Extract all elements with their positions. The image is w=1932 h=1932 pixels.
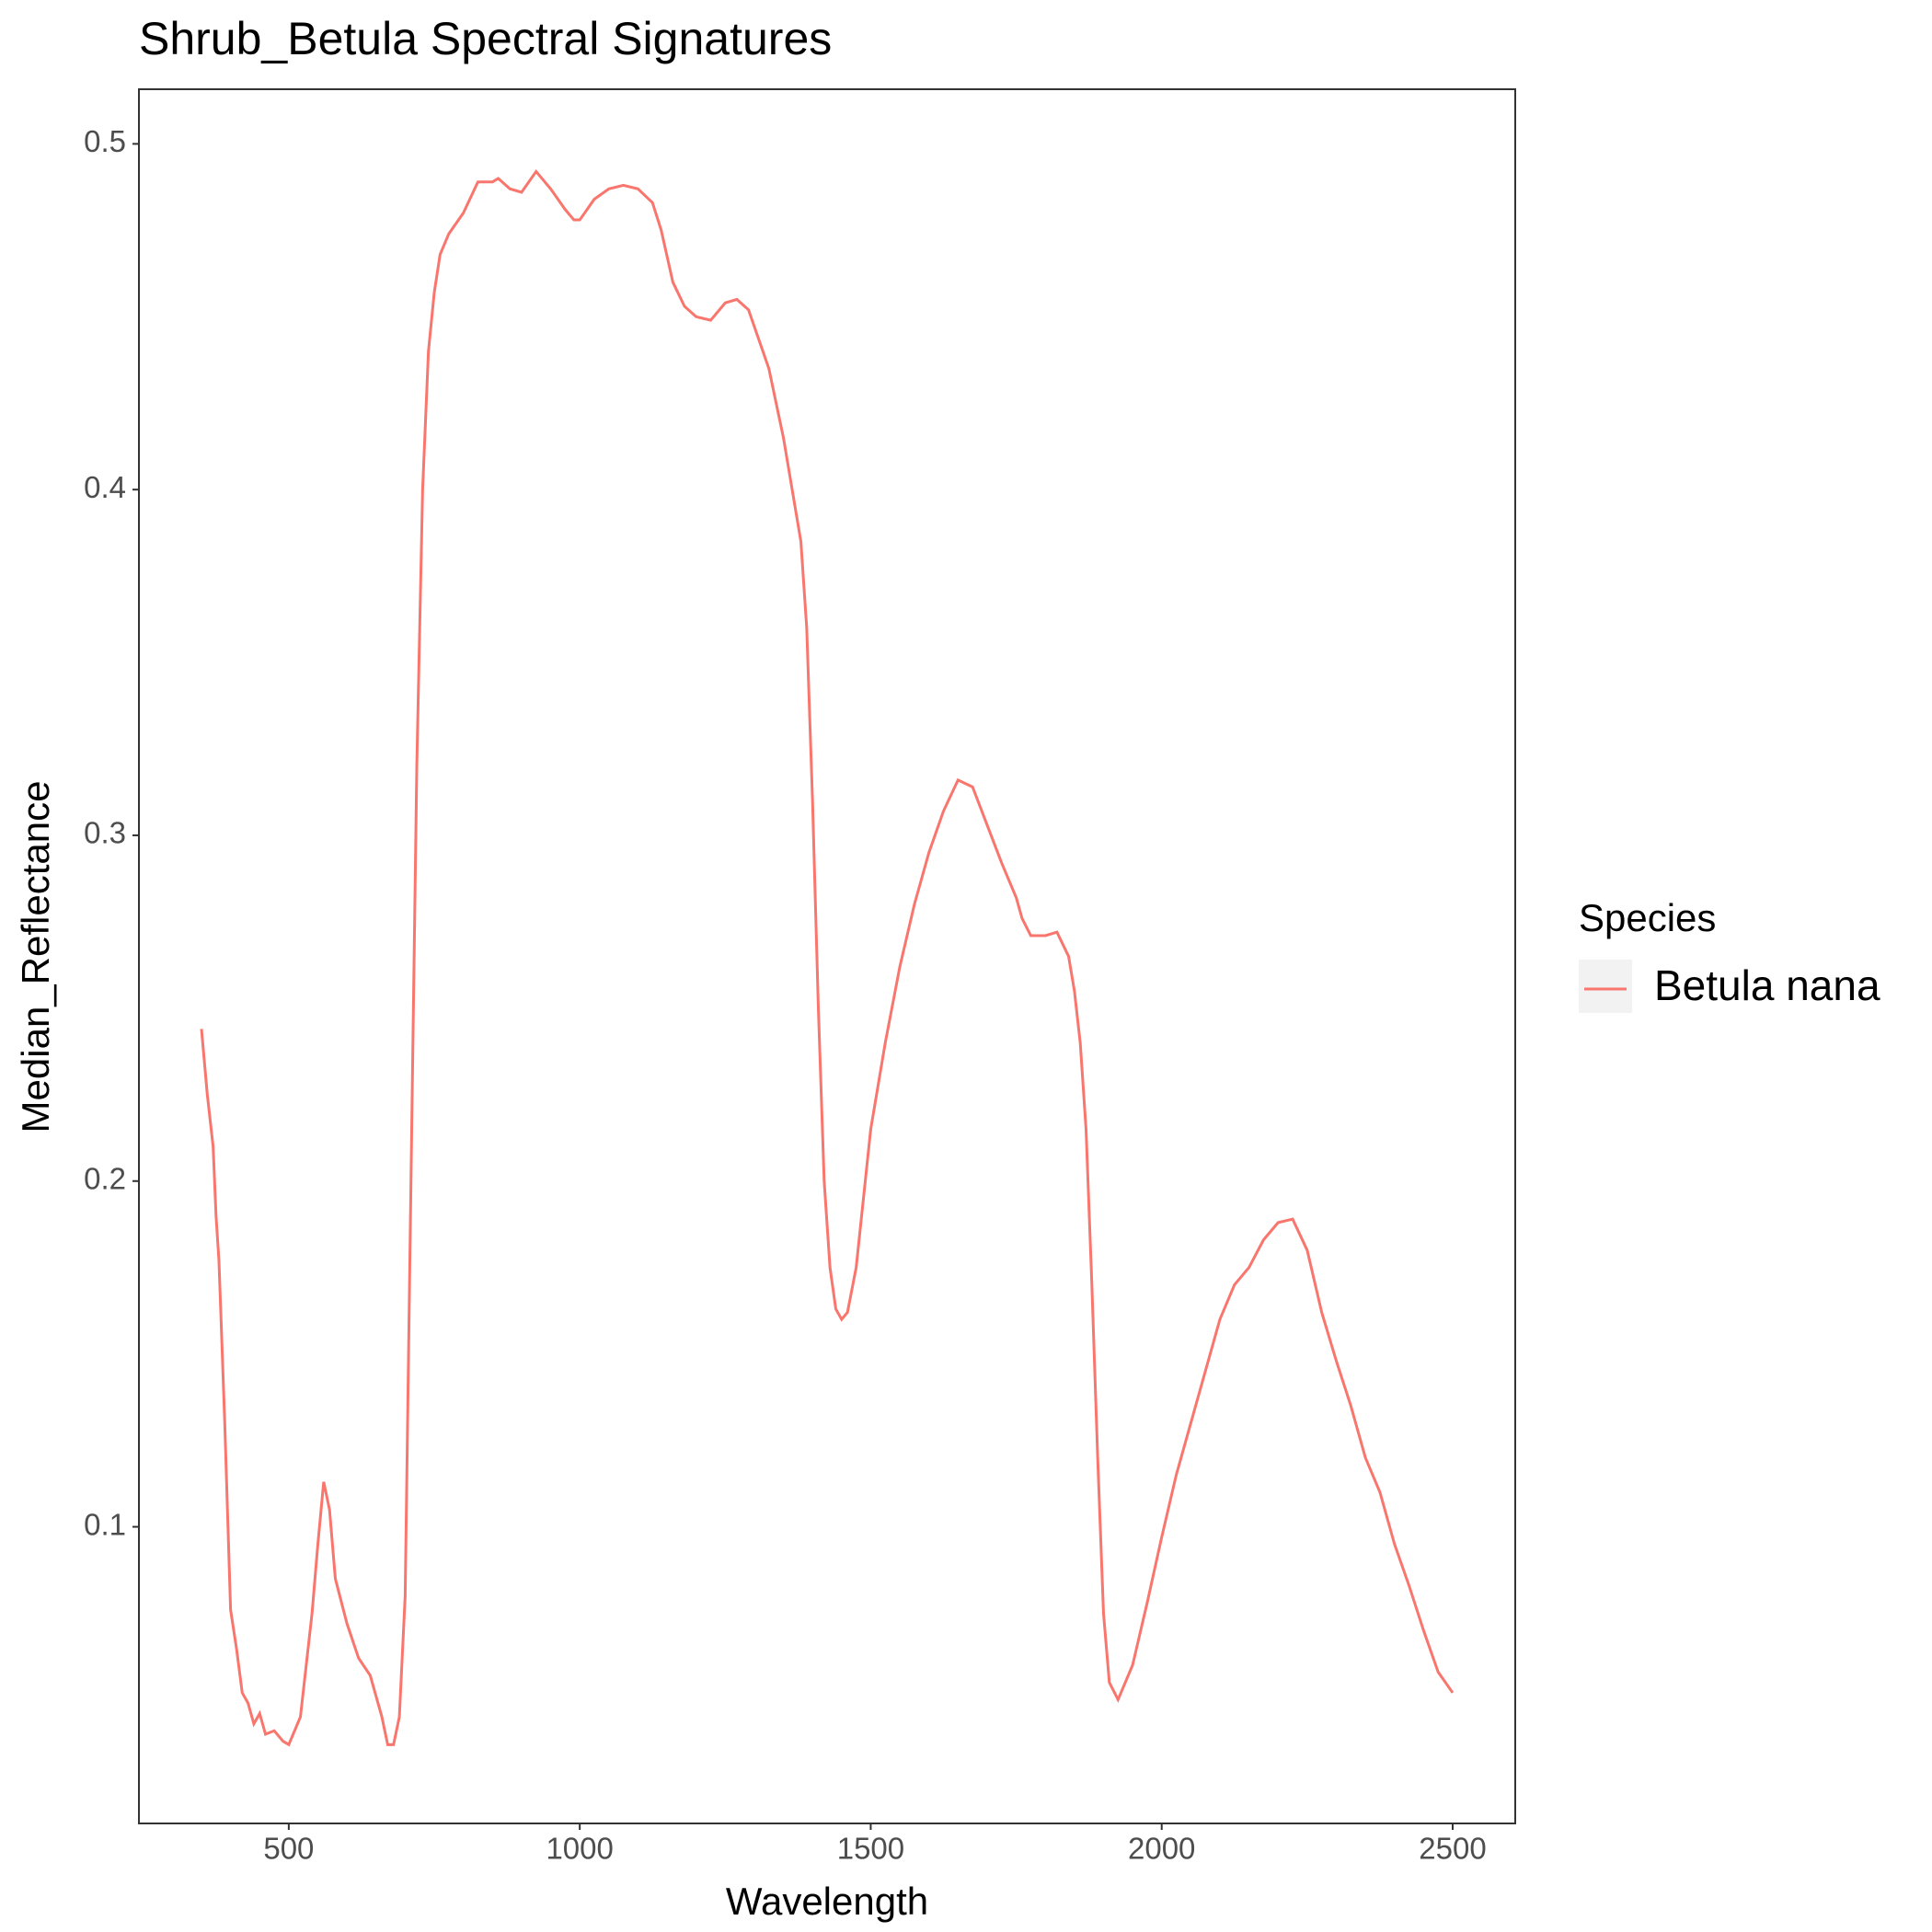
legend-title: Species	[1579, 896, 1716, 939]
y-tick-label: 0.3	[84, 816, 126, 850]
x-tick-label: 1500	[837, 1832, 904, 1866]
legend-label: Betula nana	[1654, 961, 1880, 1009]
y-tick-label: 0.1	[84, 1507, 126, 1541]
y-axis-title: Median_Reflectance	[14, 781, 57, 1133]
data-line	[200, 168, 1455, 1747]
x-tick-label: 2000	[1128, 1832, 1195, 1866]
legend-key	[1579, 960, 1632, 1013]
x-tick-label: 1000	[546, 1832, 613, 1866]
y-tick-label: 0.2	[84, 1161, 126, 1195]
y-tick-label: 0.5	[84, 124, 126, 158]
x-axis-title: Wavelength	[726, 1880, 928, 1923]
x-tick-label: 2500	[1419, 1832, 1486, 1866]
chart-title: Shrub_Betula Spectral Signatures	[139, 13, 832, 64]
x-tick-label: 500	[263, 1832, 314, 1866]
plot-border	[138, 88, 1516, 1824]
y-tick-label: 0.4	[84, 470, 126, 504]
